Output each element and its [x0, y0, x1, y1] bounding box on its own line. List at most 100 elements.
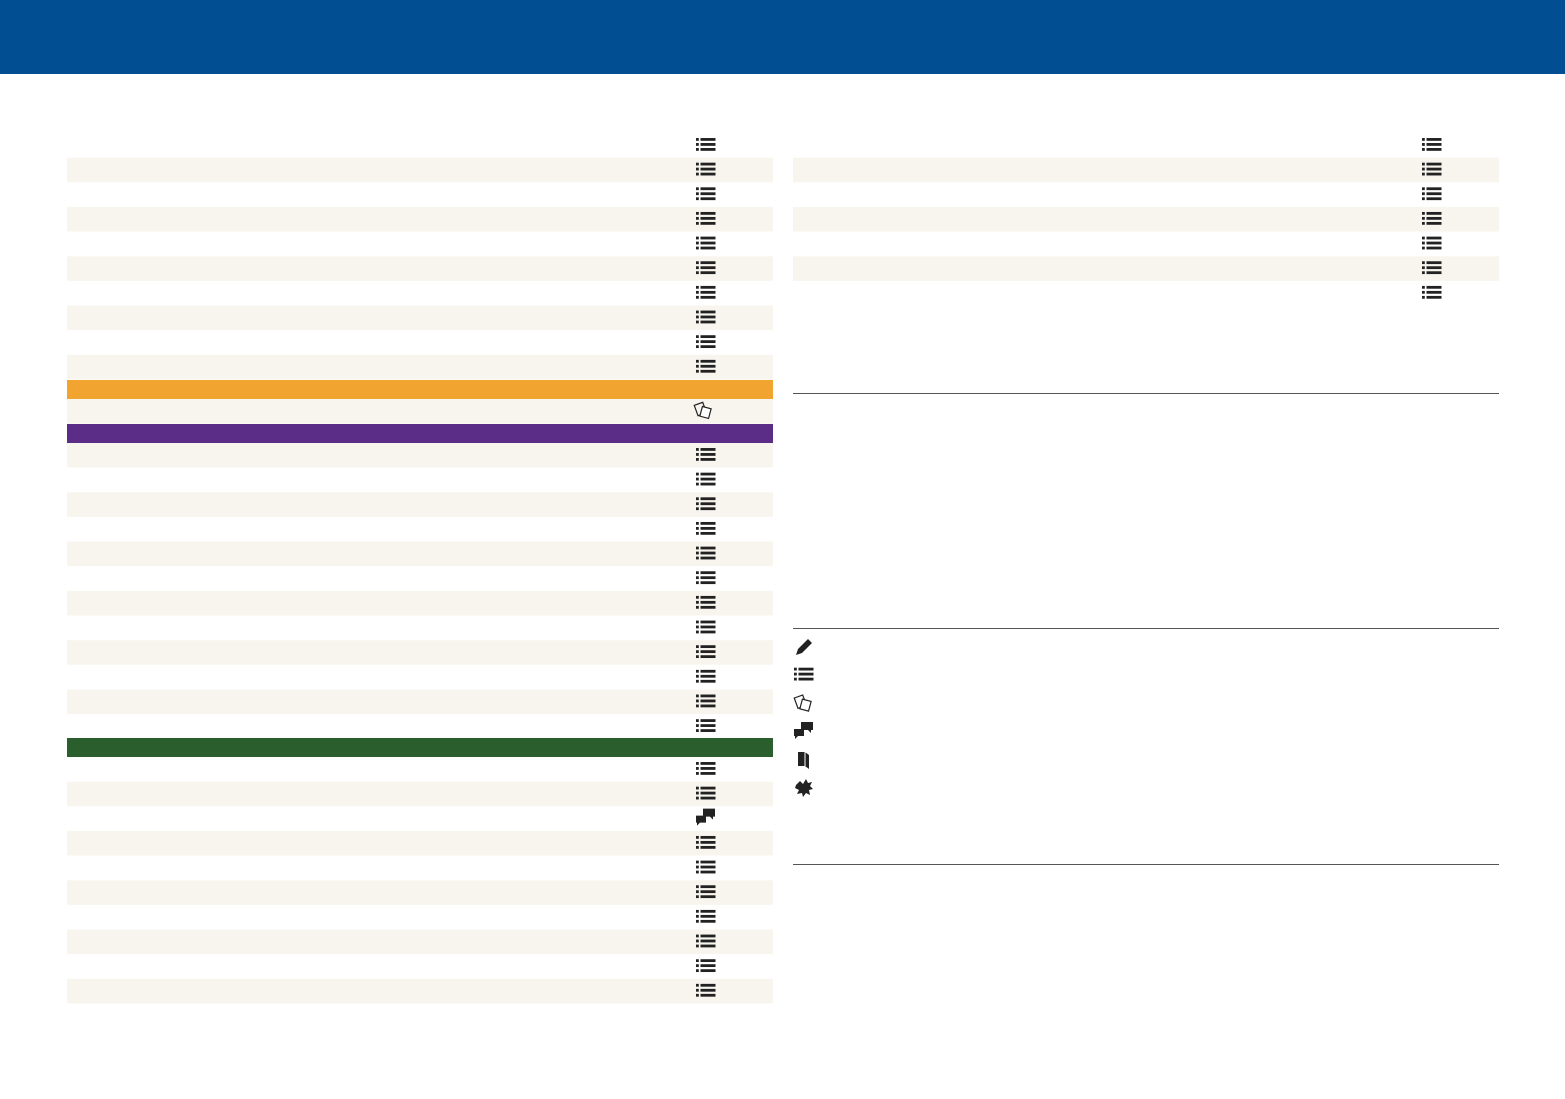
icon-dot	[696, 620, 699, 624]
list-row[interactable]	[67, 880, 773, 905]
list-row[interactable]	[67, 929, 773, 955]
icon-bar	[700, 895, 716, 899]
list-row[interactable]	[793, 231, 1499, 257]
icon-page	[699, 405, 712, 420]
list-row[interactable]	[67, 399, 773, 424]
icon-pencil	[796, 639, 812, 655]
icon-bar	[700, 860, 716, 864]
list-row[interactable]	[67, 157, 773, 183]
icon-dot	[696, 143, 699, 146]
icon-bar	[700, 865, 716, 869]
icon-bar	[1426, 138, 1442, 141]
icon-dot	[696, 271, 699, 275]
list-row[interactable]	[793, 280, 1499, 306]
icon-dot	[1422, 246, 1425, 250]
list-row[interactable]	[67, 590, 773, 616]
icon-bar	[700, 261, 716, 265]
list-row[interactable]	[67, 978, 773, 1004]
row-icon	[696, 645, 716, 659]
icon-book	[798, 752, 809, 769]
icon-dot	[696, 870, 699, 874]
list-row[interactable]	[67, 492, 773, 517]
row-background	[67, 516, 773, 542]
icon-dot	[696, 625, 699, 629]
icon-page	[799, 698, 812, 712]
icon-bar	[700, 600, 716, 604]
icon-bar	[700, 167, 716, 171]
row-background	[67, 492, 773, 517]
icon-bar	[700, 335, 716, 339]
list-row[interactable]	[67, 781, 773, 807]
icon-bar	[700, 840, 716, 844]
icon-dot	[696, 502, 699, 506]
list-row[interactable]	[67, 640, 773, 665]
list-row[interactable]	[67, 806, 773, 831]
icon-dot	[696, 969, 699, 973]
icon-dot	[696, 964, 699, 968]
list-row[interactable]	[67, 664, 773, 690]
icon-dot	[696, 791, 699, 795]
icon-dot	[696, 576, 699, 580]
list-row[interactable]	[793, 182, 1499, 207]
list-row[interactable]	[67, 443, 773, 468]
list-row[interactable]	[67, 467, 773, 493]
icon-dot	[696, 335, 699, 339]
list-row[interactable]	[67, 206, 773, 232]
icon-bar	[1426, 167, 1442, 171]
list-row[interactable]	[67, 354, 773, 380]
list-row[interactable]	[67, 855, 773, 881]
list-row[interactable]	[67, 182, 773, 207]
icon-bar	[700, 236, 716, 240]
icon-dot	[1422, 138, 1425, 141]
row-background	[67, 354, 773, 380]
list-row[interactable]	[67, 904, 773, 930]
row-background	[67, 231, 773, 257]
icon-bar	[700, 148, 716, 151]
row-icon	[696, 694, 716, 708]
row-icon	[696, 359, 716, 373]
icon-dot	[696, 138, 699, 141]
icon-bar	[700, 796, 716, 800]
list-row[interactable]	[793, 133, 1499, 158]
list-row[interactable]	[67, 541, 773, 567]
list-row[interactable]	[67, 256, 773, 281]
row-icon	[696, 448, 716, 461]
icon-dot	[696, 895, 699, 899]
icon-dot	[696, 674, 699, 678]
icon-dot	[1422, 290, 1425, 294]
list-row[interactable]	[67, 954, 773, 979]
icon-dot	[1422, 162, 1425, 166]
list-row[interactable]	[67, 830, 773, 856]
row-icon	[696, 786, 716, 800]
icon-dot	[696, 197, 699, 201]
list-row[interactable]	[67, 615, 773, 641]
list-row[interactable]	[67, 689, 773, 715]
list-row[interactable]	[793, 157, 1499, 183]
icon-bar	[700, 767, 716, 770]
icon-bar	[700, 669, 716, 673]
icon-bar	[700, 724, 716, 727]
icon-bar	[700, 345, 716, 349]
icon-dot	[696, 315, 699, 319]
list-row[interactable]	[67, 305, 773, 331]
list-row[interactable]	[793, 256, 1499, 281]
list-row[interactable]	[67, 231, 773, 257]
row-icon	[1422, 187, 1442, 201]
icon-bar	[700, 939, 716, 943]
list-row[interactable]	[67, 757, 773, 782]
row-background	[793, 206, 1499, 232]
list-row[interactable]	[67, 714, 773, 739]
icon-bar	[700, 645, 716, 649]
list-row[interactable]	[67, 566, 773, 591]
row-icon	[1422, 261, 1442, 275]
list-row[interactable]	[67, 516, 773, 542]
list-row[interactable]	[793, 206, 1499, 232]
icon-bubble	[696, 815, 706, 826]
list-row[interactable]	[67, 133, 773, 158]
row-background	[793, 280, 1499, 306]
icon-bar	[700, 772, 716, 775]
icon-bar	[700, 448, 716, 451]
list-row[interactable]	[67, 280, 773, 306]
icon-bar	[1426, 266, 1442, 270]
list-row[interactable]	[67, 330, 773, 355]
